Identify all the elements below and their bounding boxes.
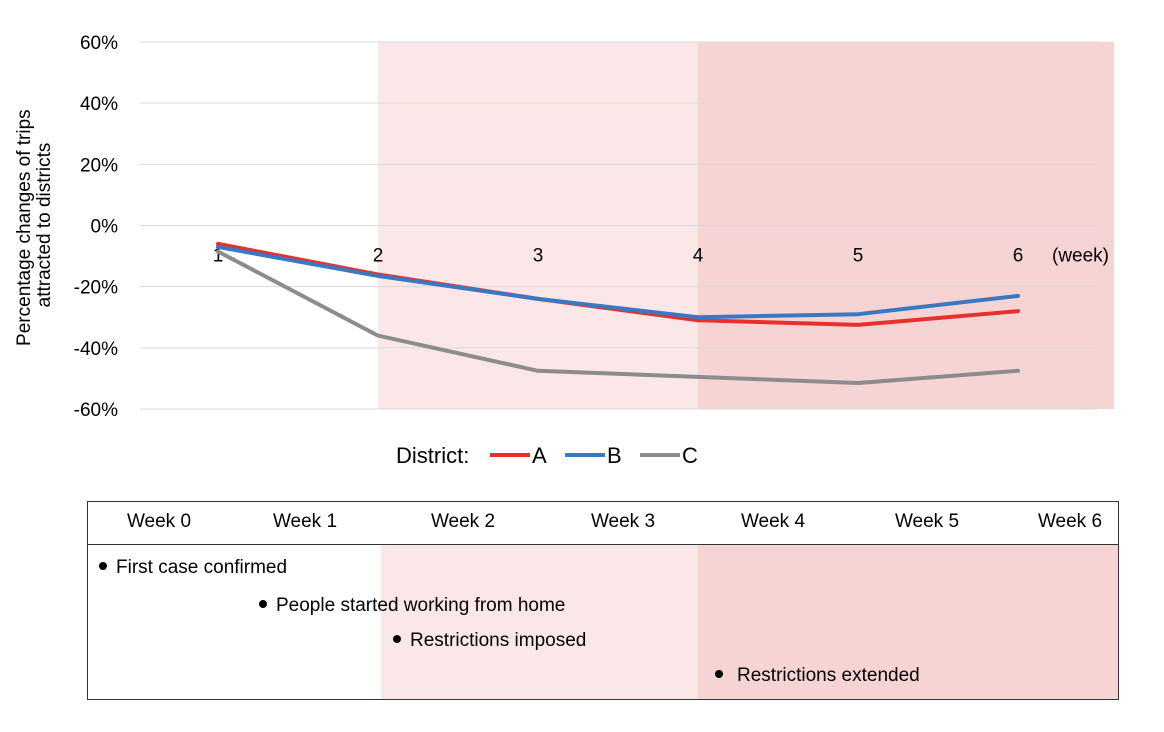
timeline-table: Week 0 Week 1 Week 2 Week 3 Week 4 Week … — [87, 501, 1119, 700]
x-axis-ticks: 1 2 3 4 5 6 — [213, 246, 1024, 267]
timeline-shade-restrictions — [381, 544, 698, 699]
timeline-header: Week 0 Week 1 Week 2 Week 3 Week 4 Week … — [88, 502, 1118, 545]
week-5-header: Week 5 — [894, 511, 960, 532]
y-axis-title: Percentage changes of trips attracted to… — [14, 104, 55, 346]
event-label: Restrictions extended — [737, 665, 920, 686]
week-6-header: Week 6 — [1037, 511, 1103, 532]
bullet-icon — [393, 634, 401, 643]
week-3-header: Week 3 — [590, 511, 656, 532]
y-tick-label: 0% — [91, 217, 119, 238]
y-tick-label: 40% — [80, 94, 118, 115]
event-label: People started working from home — [276, 595, 566, 616]
y-axis-title-line-1: Percentage changes of trips — [14, 109, 35, 346]
week-1-header: Week 1 — [272, 511, 338, 532]
legend-title: District: — [396, 443, 469, 468]
series-line-c — [216, 249, 1020, 386]
legend-label-a: A — [532, 443, 547, 468]
x-tick-label: 2 — [373, 246, 384, 267]
y-tick-label: -40% — [74, 339, 118, 360]
week-4-header: Week 4 — [740, 511, 806, 532]
x-tick-label: 6 — [1013, 246, 1024, 267]
y-tick-label: 20% — [80, 155, 118, 176]
y-axis-title-line-2: attracted to districts — [34, 143, 55, 308]
week-0-header: Week 0 — [126, 511, 192, 532]
bullet-icon — [259, 599, 267, 608]
gridlines — [140, 41, 1098, 410]
week-2-header: Week 2 — [430, 511, 496, 532]
event-working-from-home: People started working from home — [259, 595, 565, 617]
legend: District: A B C — [396, 443, 698, 468]
legend-label-c: C — [682, 443, 698, 468]
series-line-b — [216, 244, 1020, 320]
series-lines — [216, 241, 1020, 386]
timeline-shade-extended — [698, 544, 1118, 699]
x-tick-label: 1 — [213, 246, 224, 267]
bullet-icon — [715, 669, 723, 678]
y-tick-label: -20% — [74, 278, 118, 299]
event-first-case: First case confirmed — [99, 557, 287, 579]
event-label: First case confirmed — [116, 557, 288, 578]
y-tick-label: -60% — [74, 400, 118, 421]
line-chart: 60% 40% 20% 0% -20% -40% -60% 1 2 3 4 5 6 (week) Pe… — [14, 33, 1114, 468]
x-tick-label: 3 — [533, 246, 544, 267]
event-restrictions-imposed: Restrictions imposed — [393, 630, 586, 652]
x-tick-label: 4 — [693, 246, 704, 267]
y-axis-ticks: 60% 40% 20% 0% -20% -40% -60% — [74, 33, 118, 421]
bullet-icon — [99, 561, 107, 570]
event-restrictions-extended: Restrictions extended — [715, 665, 920, 687]
event-label: Restrictions imposed — [410, 630, 587, 651]
legend-label-b: B — [607, 443, 622, 468]
y-tick-label: 60% — [80, 33, 118, 54]
x-tick-label: 5 — [853, 246, 864, 267]
x-unit-label: (week) — [1052, 246, 1109, 267]
